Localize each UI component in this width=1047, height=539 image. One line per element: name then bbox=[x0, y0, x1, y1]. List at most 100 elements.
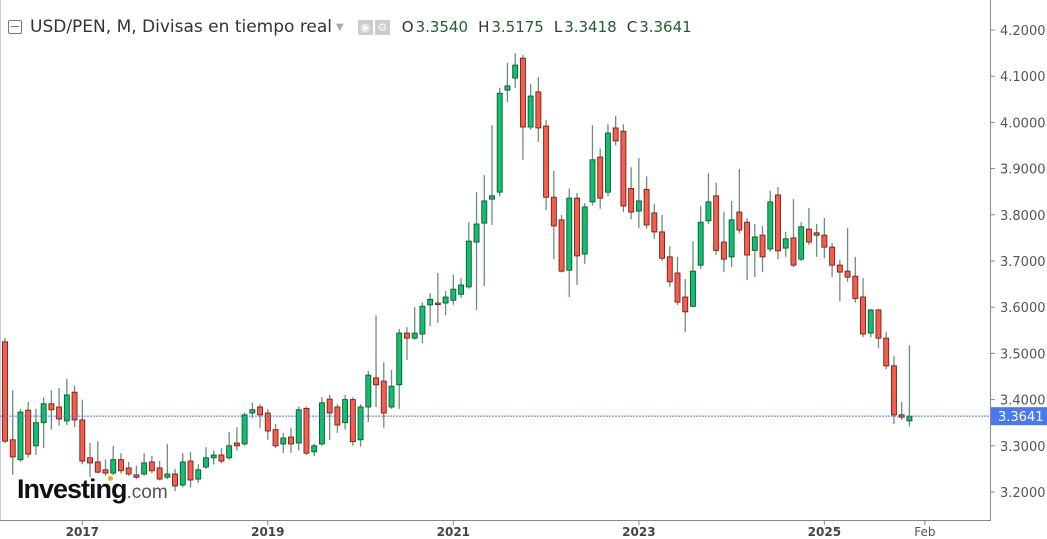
y-tick-label: 3.3000 bbox=[1000, 440, 1046, 455]
candle-up bbox=[442, 296, 449, 304]
candle-down bbox=[805, 228, 812, 243]
ohlc-low: L 3.3418 bbox=[554, 18, 617, 36]
candle-up bbox=[697, 221, 704, 266]
candle-down bbox=[303, 407, 310, 454]
candle-up bbox=[241, 414, 248, 445]
y-tick-label: 4.0000 bbox=[1000, 116, 1046, 131]
candles-layer bbox=[2, 53, 913, 492]
candle-down bbox=[713, 195, 720, 251]
candle-down bbox=[233, 442, 240, 447]
candle-down bbox=[612, 127, 619, 142]
candle-down bbox=[574, 197, 580, 257]
ohlc-high: H 3.5175 bbox=[478, 18, 544, 36]
close-label: C bbox=[626, 18, 638, 36]
gear-icon[interactable]: ⚙ bbox=[374, 19, 390, 35]
candle-down bbox=[829, 246, 836, 266]
candle-down bbox=[836, 264, 843, 273]
candle-up bbox=[63, 394, 70, 422]
candle-up bbox=[388, 385, 395, 408]
candle-up bbox=[195, 469, 202, 480]
candle-down bbox=[620, 130, 627, 207]
y-tick-label: 3.6000 bbox=[1000, 301, 1046, 316]
last-price-tag bbox=[991, 407, 1047, 426]
candle-down bbox=[349, 399, 356, 443]
y-tick-label: 3.4000 bbox=[1000, 394, 1046, 409]
candle-down bbox=[148, 461, 155, 472]
x-tick-label: 2021 bbox=[437, 525, 470, 539]
candle-down bbox=[736, 211, 743, 231]
eye-icon[interactable]: ◉ bbox=[357, 19, 373, 35]
collapse-icon[interactable] bbox=[8, 20, 22, 34]
high-label: H bbox=[478, 18, 490, 36]
candle-up bbox=[504, 85, 511, 91]
candle-down bbox=[257, 406, 264, 416]
y-tick-label: 3.5000 bbox=[1000, 347, 1046, 362]
low-value: 3.3418 bbox=[564, 18, 617, 36]
candle-down bbox=[543, 125, 550, 198]
candle-up bbox=[465, 240, 472, 288]
chart-title[interactable]: USD/PEN, M, Divisas en tiempo real bbox=[30, 17, 333, 37]
candle-up bbox=[32, 422, 39, 447]
last-price-label: 3.3641 bbox=[998, 410, 1044, 425]
candle-up bbox=[767, 201, 774, 250]
candle-up bbox=[40, 403, 47, 424]
candle-up bbox=[342, 399, 349, 424]
candle-down bbox=[2, 341, 8, 442]
y-tick-label: 3.7000 bbox=[1000, 255, 1046, 270]
candle-down bbox=[643, 188, 650, 226]
y-tick-label: 4.2000 bbox=[1000, 24, 1046, 39]
candle-up bbox=[411, 332, 418, 339]
candle-up bbox=[210, 454, 217, 459]
candle-down bbox=[25, 409, 32, 455]
candle-down bbox=[87, 457, 93, 464]
candle-down bbox=[71, 391, 78, 421]
candle-down bbox=[264, 412, 271, 432]
candle-up bbox=[110, 459, 117, 474]
candle-up bbox=[635, 200, 642, 212]
y-tick-label: 3.8000 bbox=[1000, 209, 1046, 224]
candle-down bbox=[272, 429, 279, 447]
candle-up bbox=[589, 159, 596, 203]
y-axis[interactable]: 4.2000 4.1000 4.0000 3.9000 3.8000 3.7000 3.60… bbox=[991, 24, 1046, 501]
candle-down bbox=[682, 296, 689, 313]
candle-down bbox=[48, 403, 55, 411]
y-tick-label: 3.2000 bbox=[1000, 486, 1046, 501]
x-axis[interactable]: 2017 2019 2021 2023 2025 Feb bbox=[66, 521, 936, 539]
candle-down bbox=[883, 337, 890, 367]
candle-up bbox=[728, 219, 735, 258]
candle-up bbox=[396, 332, 403, 386]
close-value: 3.3641 bbox=[639, 18, 692, 36]
candle-down bbox=[597, 156, 604, 199]
candle-down bbox=[79, 419, 86, 462]
y-tick-label: 4.1000 bbox=[1000, 70, 1046, 85]
candle-down bbox=[852, 275, 859, 299]
open-value: 3.3540 bbox=[415, 18, 469, 36]
candle-up bbox=[489, 195, 495, 200]
candle-up bbox=[496, 92, 503, 193]
logo-dot bbox=[108, 476, 113, 481]
candle-down bbox=[56, 406, 63, 420]
candle-down bbox=[821, 234, 828, 248]
y-tick-label: 3.9000 bbox=[1000, 163, 1046, 178]
candle-up bbox=[249, 409, 256, 414]
candle-up bbox=[798, 226, 805, 260]
candle-down bbox=[133, 474, 140, 478]
candle-down bbox=[218, 454, 225, 462]
candle-up bbox=[566, 197, 573, 271]
dropdown-caret-icon[interactable]: ▼ bbox=[336, 21, 344, 33]
candle-down bbox=[666, 256, 673, 283]
candle-up bbox=[512, 64, 519, 79]
candle-up bbox=[295, 409, 302, 444]
x-tick-label: 2017 bbox=[66, 525, 99, 539]
ohlc-close: C 3.3641 bbox=[627, 18, 692, 36]
open-label: O bbox=[401, 18, 414, 36]
candle-up bbox=[473, 223, 480, 243]
candle-up bbox=[450, 288, 457, 301]
chart-header: USD/PEN, M, Divisas en tiempo real ▼ ◉ ⚙… bbox=[8, 14, 692, 40]
x-tick-label: 2023 bbox=[622, 525, 655, 539]
candle-down bbox=[558, 219, 565, 272]
candle-up bbox=[481, 200, 488, 224]
candle-up bbox=[604, 132, 611, 193]
candle-up bbox=[357, 406, 364, 441]
